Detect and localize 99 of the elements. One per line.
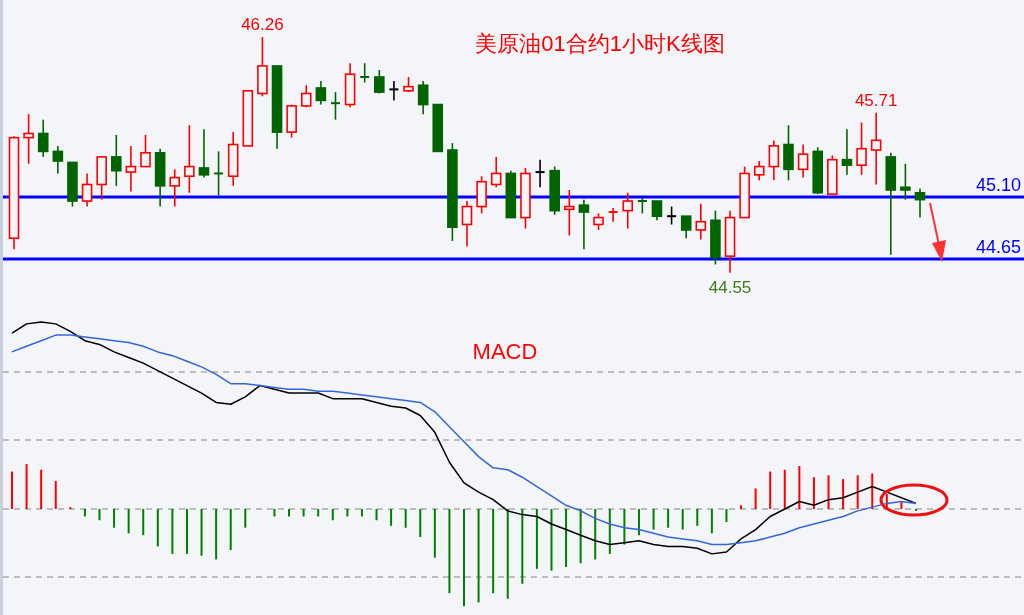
ref-line-label: 45.10 <box>975 174 1021 195</box>
bar <box>579 509 582 564</box>
bar <box>40 469 43 509</box>
candlestick <box>914 187 926 219</box>
bar <box>463 509 465 607</box>
candlestick <box>184 124 195 194</box>
candlestick <box>578 198 590 251</box>
bar <box>331 509 334 521</box>
bar <box>185 509 188 554</box>
annotation: 45.71 <box>854 90 898 110</box>
bar <box>754 488 757 509</box>
bar <box>783 469 786 509</box>
candlestick <box>81 172 93 208</box>
candlestick <box>695 202 707 241</box>
bar <box>433 509 436 558</box>
bar <box>273 509 276 517</box>
candlestick <box>140 134 151 168</box>
candlestick <box>797 143 809 179</box>
candlestick <box>37 118 49 158</box>
bar <box>696 509 699 526</box>
bar <box>11 471 13 509</box>
bar <box>871 473 874 509</box>
candlestick <box>680 215 692 240</box>
candlestick <box>856 121 867 176</box>
candlestick <box>651 200 663 222</box>
candlestick <box>388 80 400 102</box>
bar <box>419 509 422 538</box>
bar <box>229 509 232 551</box>
candlestick <box>110 134 122 187</box>
bar <box>25 464 28 509</box>
candlestick <box>125 145 137 193</box>
candlestick <box>490 156 502 189</box>
candlestick <box>563 189 575 237</box>
bar <box>113 509 116 528</box>
bar <box>142 509 145 536</box>
candlestick <box>198 128 210 179</box>
bar <box>390 509 393 526</box>
bar <box>725 509 728 523</box>
candlestick <box>359 62 371 84</box>
annotation: 46.26 <box>241 15 284 34</box>
candlestick <box>374 69 385 95</box>
bar <box>302 509 305 517</box>
bar <box>171 509 174 554</box>
candlestick <box>768 139 780 182</box>
bar <box>506 509 509 599</box>
candlestick <box>213 150 225 197</box>
bar <box>54 480 57 509</box>
bar <box>477 509 480 603</box>
bar <box>667 509 670 528</box>
bar <box>156 509 159 547</box>
candlestick <box>461 200 473 248</box>
bar <box>637 509 640 536</box>
candlestick <box>315 80 327 106</box>
candlestick <box>753 160 765 182</box>
bar <box>812 477 815 509</box>
bar <box>83 509 86 517</box>
bar <box>360 509 363 517</box>
bar <box>623 509 626 545</box>
bar <box>492 509 495 594</box>
bar <box>200 509 203 556</box>
bar <box>769 471 772 509</box>
bar <box>856 475 859 509</box>
candlestick <box>607 207 619 223</box>
text: MACD <box>472 339 538 364</box>
candlestick <box>52 145 64 175</box>
candlestick <box>329 91 341 121</box>
bar <box>798 465 801 509</box>
bar <box>98 509 101 521</box>
candlestick <box>622 191 634 230</box>
bar <box>288 509 291 517</box>
annotation: 44.55 <box>708 277 752 297</box>
candlestick <box>417 80 429 115</box>
bar <box>215 509 218 560</box>
candlestick <box>169 168 181 208</box>
bar <box>710 509 713 534</box>
bar <box>521 509 524 584</box>
bar <box>375 509 378 521</box>
bar <box>346 509 349 517</box>
candlestick <box>900 163 911 201</box>
bar <box>608 509 611 554</box>
bar <box>244 509 247 528</box>
bar <box>740 505 743 509</box>
candlestick <box>23 113 34 165</box>
bar <box>594 509 597 560</box>
ref-line-label: 44.65 <box>975 236 1021 257</box>
bar <box>448 509 451 594</box>
bar <box>404 509 407 528</box>
bar <box>827 475 830 509</box>
bar <box>681 509 684 530</box>
candlestick <box>870 112 882 186</box>
bar <box>842 479 845 509</box>
bar <box>565 509 568 567</box>
bar <box>652 509 655 530</box>
bar <box>550 509 553 571</box>
candlestick <box>841 128 853 176</box>
chart-title: 美原油01合约1小时K线图 <box>475 31 725 56</box>
bar <box>535 509 538 569</box>
candlestick <box>534 158 546 189</box>
bar <box>317 509 320 517</box>
